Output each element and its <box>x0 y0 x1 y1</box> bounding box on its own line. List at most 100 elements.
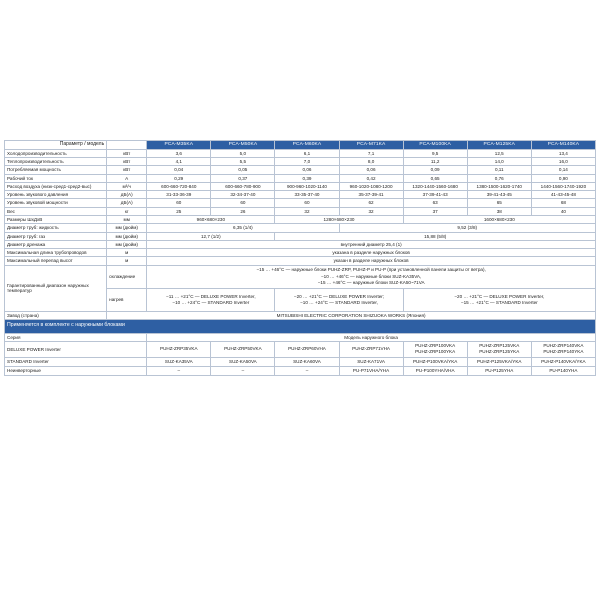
series-header-row: Серия Модель наружного блока <box>3 332 596 343</box>
model-header: PCA-M50KA <box>210 140 276 150</box>
row-value: 38 <box>466 206 532 217</box>
row-value: 5,5 <box>210 157 276 167</box>
row-label: Завод (страна) <box>3 310 108 320</box>
outdoor-model: SUZ-KA50VA <box>210 356 276 367</box>
drain-row: Диаметр дренажа мм (дюйм) внутренний диаме… <box>3 239 596 250</box>
row-value: 32-34-37-40 <box>210 190 276 200</box>
outdoor-model: – <box>274 365 340 377</box>
table-row: Расход воздуха (низк-сред1-сред2-выс) м³/… <box>3 181 597 192</box>
series-name: Неинверторные <box>3 365 148 377</box>
series-row: DELUXE POWER Inverter PUHZ-ZRP35VKA PUHZ-Z… <box>3 341 597 358</box>
row-value: 41-43-45-48 <box>530 190 597 200</box>
outdoor-model: PU-P140YHA <box>530 365 597 377</box>
factory-value: MITSUBISHI ELECTRIC CORPORATION SHIZUOKA… <box>106 310 596 320</box>
heating-line: −10 … +24°С — STANDARD Inverter, <box>300 299 378 305</box>
row-label: Диаметр дренажа <box>3 239 108 250</box>
row-unit: кВт <box>106 165 148 175</box>
row-unit: мм (дюйм) <box>106 239 148 250</box>
row-value: 9,52 (3/8) <box>338 223 597 233</box>
row-value: 33-35-37-40 <box>274 190 340 200</box>
outdoor-model: PUHZ-P125VKA/YKA <box>466 356 532 367</box>
unit-header <box>106 140 148 150</box>
row-value: 0,42 <box>338 173 404 183</box>
outdoor-model: SUZ-KA35VA <box>146 356 212 367</box>
cooling-line: −15 … +46°С — наружные блоки SUZ-KA50~71… <box>317 279 425 285</box>
outdoor-model-line: – <box>305 367 309 373</box>
row-value: 12,5 <box>466 148 532 159</box>
heating-line: −11 … +21°С — DELUXE POWER Inverter, <box>166 293 256 299</box>
row-value: 60 <box>274 198 340 208</box>
model-header: PCA-M125KA <box>466 140 532 150</box>
series-row: Неинверторные – – – PU-P71VHA/YHA PU-P100YHA/… <box>3 365 597 377</box>
row-unit: кВт <box>106 148 148 159</box>
outdoor-model-line: PUHZ-ZRP100VKA <box>415 343 456 349</box>
row-value: 8,0 <box>338 157 404 167</box>
row-label: Холодопроизводительность <box>3 148 108 159</box>
row-unit: А <box>106 173 148 183</box>
row-value: 40 <box>530 206 597 217</box>
outdoor-model-line: PUHZ-P125VKA/YKA <box>477 358 522 364</box>
table-row: Холодопроизводительность кВт 3,6 5,0 6,1 7,1 9… <box>3 148 597 159</box>
model-header: PCA-M100KA <box>402 140 468 150</box>
row-value: 7,0 <box>274 157 340 167</box>
row-unit: м <box>106 256 148 266</box>
max-height-row: Максимальный перепад высот м указан в разд… <box>3 256 596 266</box>
row-value: 39-41-43-45 <box>466 190 532 200</box>
row-label: Уровень звукового давления <box>3 190 108 200</box>
row-value: 35-37-39-41 <box>338 190 404 200</box>
row-value: 7,1 <box>338 148 404 159</box>
outdoor-model-line: PUHZ-ZRP35VKA <box>160 346 198 352</box>
factory-row: Завод (страна) MITSUBISHI ELECTRIC CORPOR… <box>3 310 596 320</box>
specification-table: Параметр / модель PCA-M35KA PCA-M50KA PCA-M… <box>3 140 597 377</box>
row-value: 9,5 <box>402 148 468 159</box>
row-value: 1380-1500-1620-1740 <box>466 181 532 192</box>
row-value: 0,65 <box>402 173 468 183</box>
heating-line: −15 … +21°С — STANDARD Inverter <box>460 299 538 305</box>
outdoor-model-line: – <box>177 367 181 373</box>
row-value: 0,37 <box>210 173 276 183</box>
row-value: 25 <box>146 206 212 217</box>
table-row: Потребляемая мощность кВт 0,04 0,05 0,06 0,06… <box>3 165 597 175</box>
row-value: указана в разделе наружных блоков <box>146 248 596 258</box>
pipe-gas-row: Диаметр труб: газ мм (дюйм) 12,7 (1/2) 15,8… <box>3 231 596 241</box>
row-value: 960-1020-1080-1200 <box>338 181 404 192</box>
outdoor-model: PU-P71VHA/YHA <box>338 365 404 377</box>
row-value: 600-660-720-840 <box>146 181 212 192</box>
row-value: 1280×680×230 <box>274 214 404 225</box>
row-unit: м³/ч <box>106 181 148 192</box>
row-value: 1320-1440-1560-1680 <box>402 181 468 192</box>
cooling-label: охлаждение <box>106 264 148 289</box>
row-value: 0,90 <box>530 173 597 183</box>
heating-line: −20 … +21°С — DELUXE POWER Inverter; <box>293 293 385 299</box>
outdoor-model-line: PU-P71VHA/YHA <box>352 367 390 373</box>
outdoor-model-line: PU-P125YHA <box>485 367 514 373</box>
row-label: Максимальная длина трубопроводов <box>3 248 108 258</box>
row-value: 0,29 <box>146 173 212 183</box>
model-header: PCA-M35KA <box>146 140 212 150</box>
outdoor-model-line: – <box>241 367 245 373</box>
row-label: Диаметр труб: жидкость <box>3 223 108 233</box>
outdoor-model-line: SUZ-KA71VA <box>357 358 385 364</box>
row-value: 1440-1560-1740-1920 <box>530 181 597 192</box>
row-value: 900-960-1020-1140 <box>274 181 340 192</box>
outdoor-model-header: Модель наружного блока <box>146 332 596 343</box>
row-value: 12,7 (1/2) <box>146 231 276 241</box>
row-value: 62 <box>338 198 404 208</box>
row-value: 3,6 <box>146 148 212 159</box>
series-label: Серия <box>3 332 148 343</box>
row-value: 4,1 <box>146 157 212 167</box>
outdoor-model-line: PUHZ-ZRP71VHA <box>352 346 390 352</box>
row-value: 32 <box>338 206 404 217</box>
row-value: указан в разделе наружных блоков <box>146 256 596 266</box>
row-value: 63 <box>402 198 468 208</box>
outdoor-model-line: PUHZ-P100VKA/YKA <box>412 358 458 364</box>
row-value: 6,35 (1/4) <box>146 223 340 233</box>
row-label: Потребляемая мощность <box>3 165 108 175</box>
row-value: 65 <box>466 198 532 208</box>
outdoor-model-line: SUZ-KA35VA <box>164 358 193 364</box>
row-label: Диаметр труб: газ <box>3 231 108 241</box>
row-value: 16,0 <box>530 157 597 167</box>
row-value: 0,11 <box>466 165 532 175</box>
table-row: Уровень звукового давления дБ(А) 31-33-36-… <box>3 190 597 200</box>
